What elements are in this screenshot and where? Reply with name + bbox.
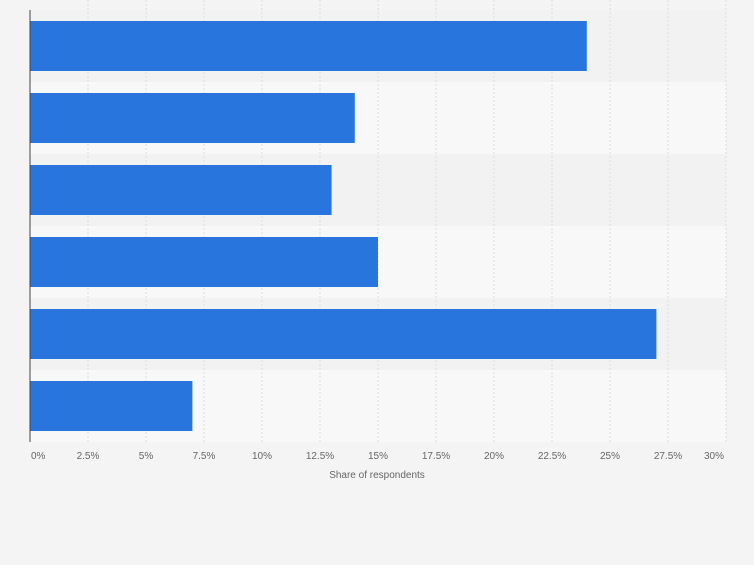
x-tick-label: 30% (704, 451, 724, 462)
bar[interactable] (30, 93, 355, 143)
x-tick-label: 15% (368, 451, 388, 462)
bars (30, 21, 657, 431)
bar[interactable] (30, 381, 193, 431)
x-axis-tick-labels: 0% 2.5% 5% 7.5% 10% 12.5% 15% 17.5% 20% 22.5% 25% 2… (31, 451, 724, 462)
x-tick-label: 22.5% (538, 451, 566, 462)
x-tick-label: 10% (252, 451, 272, 462)
x-tick-label: 17.5% (422, 451, 450, 462)
x-tick-label: 2.5% (77, 451, 100, 462)
bar[interactable] (30, 309, 657, 359)
x-axis-label: Share of respondents (329, 470, 425, 481)
x-tick-label: 25% (600, 451, 620, 462)
gridlines (87, 0, 727, 442)
x-tick-label: 20% (484, 451, 504, 462)
bar[interactable] (30, 237, 378, 287)
x-tick-label: 0% (31, 451, 46, 462)
bar[interactable] (30, 165, 332, 215)
x-tick-label: 7.5% (193, 451, 216, 462)
x-tick-label: 27.5% (654, 451, 682, 462)
x-tick-label: 12.5% (306, 451, 334, 462)
x-tick-label: 5% (139, 451, 154, 462)
bar[interactable] (30, 21, 587, 71)
